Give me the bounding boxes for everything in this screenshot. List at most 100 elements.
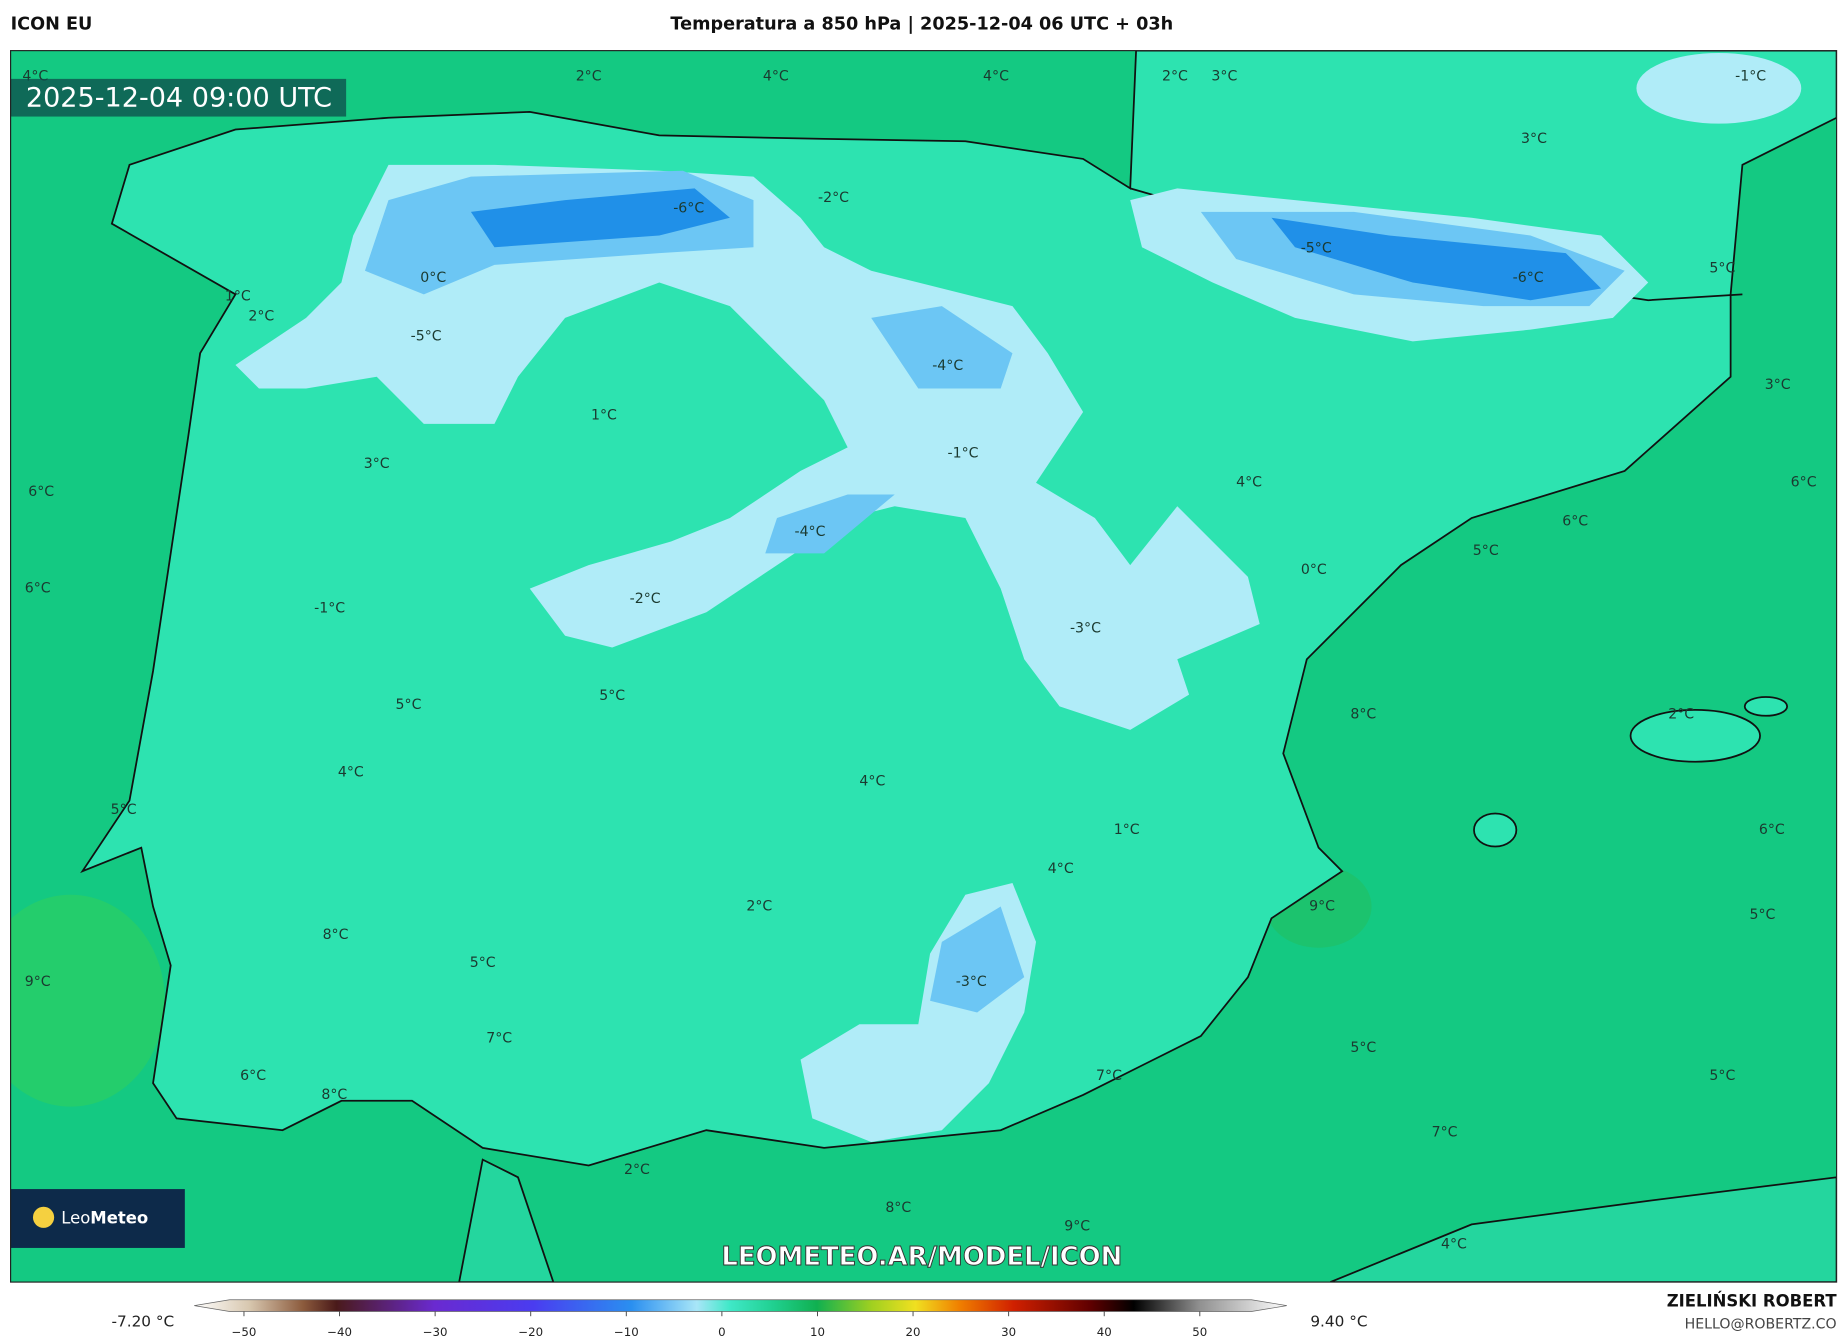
colorbar-tick-label: −40 (327, 1325, 352, 1338)
cold-peak (470, 188, 730, 248)
colorbar-tick-label: 40 (1097, 1325, 1112, 1338)
temperature-label: 5°C (599, 688, 625, 704)
temperature-label: 2°C (624, 1162, 650, 1178)
temperature-label: 3°C (364, 456, 390, 472)
temperature-label: 2°C (248, 309, 274, 325)
colorbar-tick-label: −50 (232, 1325, 257, 1338)
temperature-label: 4°C (1048, 861, 1074, 877)
cold-core (930, 906, 1025, 1013)
email: HELLO@ROBERTZ.CO (1685, 1316, 1837, 1332)
temperature-label: 4°C (1441, 1236, 1467, 1252)
logo-part: Leo (61, 1208, 90, 1227)
temperature-label: 8°C (321, 1087, 347, 1103)
island (1473, 812, 1518, 848)
temperature-label: 6°C (1791, 475, 1817, 491)
colorbar-tick-label: 50 (1192, 1325, 1207, 1338)
temperature-label: 6°C (240, 1068, 266, 1084)
logo-part: Meteo (90, 1208, 148, 1227)
temperature-label: 6°C (28, 484, 54, 500)
temperature-label: 5°C (111, 802, 137, 818)
temperature-label: -4°C (794, 524, 825, 540)
cold-peak (1271, 217, 1602, 301)
temperature-label: 0°C (1301, 562, 1327, 578)
temperature-label: -3°C (1070, 621, 1101, 637)
cold-core (765, 494, 895, 554)
temperature-label: 3°C (1765, 377, 1791, 393)
colorbar-min: -7.20 °C (111, 1313, 174, 1331)
temperature-label: 3°C (1521, 131, 1547, 147)
temperature-label: -4°C (932, 358, 963, 374)
temperature-label: 5°C (470, 955, 496, 971)
temperature-label: 8°C (1350, 707, 1376, 723)
temperature-label: 4°C (859, 774, 885, 790)
temperature-label: 4°C (1236, 475, 1262, 491)
temperature-label: -3°C (956, 974, 987, 990)
temperature-label: 5°C (1473, 543, 1499, 559)
temperature-label: 2°C (576, 69, 602, 85)
temperature-label: 5°C (1749, 907, 1775, 923)
colorbar-tick-label: 20 (906, 1325, 921, 1338)
colorbar-tick-label: −20 (518, 1325, 543, 1338)
chart-title: Temperatura a 850 hPa | 2025-12-04 06 UT… (670, 15, 1173, 35)
colorbar-tick-label: 30 (1001, 1325, 1016, 1338)
temperature-label: 2°C (1668, 707, 1694, 723)
temperature-label: 1°C (591, 408, 617, 424)
temperature-label: 2°C (746, 899, 772, 915)
island (1629, 709, 1761, 763)
temperature-label: 6°C (25, 581, 51, 597)
warm-area (10, 894, 165, 1107)
valid-time: 2025-12-04 09:00 UTC (26, 82, 332, 113)
land-africa (1330, 1176, 1837, 1283)
temperature-label: 6°C (1759, 822, 1785, 838)
temperature-label: 0°C (420, 270, 446, 286)
temperature-label: 4°C (338, 764, 364, 780)
temperature-label: -1°C (948, 445, 979, 461)
island (1743, 696, 1789, 717)
colorbar-tick-label: 10 (810, 1325, 825, 1338)
colorbar-strip (194, 1299, 1287, 1312)
temperature-label: -2°C (630, 591, 661, 607)
temperature-label: -6°C (1513, 270, 1544, 286)
temperature-label: -5°C (1301, 240, 1332, 256)
temperature-label: 3°C (1211, 69, 1237, 85)
temperature-label: 1°C (225, 289, 251, 305)
temperature-label: 9°C (25, 974, 51, 990)
temperature-label: 4°C (763, 69, 789, 85)
temperature-label: 7°C (1432, 1125, 1458, 1141)
temperature-label: 7°C (486, 1030, 512, 1046)
temperature-label: 2°C (1162, 69, 1188, 85)
colorbar-tick-label: 0 (718, 1325, 726, 1338)
time-box (10, 78, 347, 117)
source-url: LEOMETEO.AR/MODEL/ICON (721, 1242, 1122, 1272)
colorbar-tick-label: −10 (614, 1325, 639, 1338)
temperature-label: 1°C (1114, 822, 1140, 838)
temperature-label: 7°C (1096, 1068, 1122, 1084)
logo-text: LeoMeteo (61, 1208, 148, 1227)
temperature-labels: 4°C 2°C 4°C 4°C 2°C 3°C -1°C 3°C -6°C -2°C -5°C -6°… (22, 69, 1816, 1253)
temperature-label: -1°C (314, 601, 345, 617)
map: 4°C 2°C 4°C 4°C 2°C 3°C -1°C 3°C -6°C -2°C -5°C -6°… (10, 50, 1837, 1283)
temperature-label: 5°C (1709, 260, 1735, 276)
land-africa (458, 1158, 555, 1283)
temperature-label: -2°C (818, 190, 849, 206)
temperature-label: 8°C (885, 1200, 911, 1216)
temperature-label: 4°C (983, 69, 1009, 85)
colorbar: −50 −40 −30 −20 −10 0 10 20 30 40 50 (194, 1299, 1287, 1338)
temperature-label: 5°C (1709, 1068, 1735, 1084)
cold-core (871, 306, 1013, 389)
temperature-label: 5°C (1350, 1040, 1376, 1056)
temperature-label: -6°C (673, 200, 704, 216)
cold-area (235, 164, 1260, 730)
author: ZIELIŃSKI ROBERT (1667, 1292, 1838, 1311)
temperature-label: 6°C (1562, 514, 1588, 530)
cold-area (1636, 52, 1802, 124)
map-frame (10, 50, 1838, 1283)
temperature-label: 5°C (396, 697, 422, 713)
colorbar-max: 9.40 °C (1310, 1313, 1367, 1331)
model-name: ICON EU (11, 15, 93, 35)
temperature-label: 9°C (1309, 899, 1335, 915)
colorbar-tick-label: −30 (423, 1325, 448, 1338)
temperature-label: -5°C (411, 329, 442, 345)
